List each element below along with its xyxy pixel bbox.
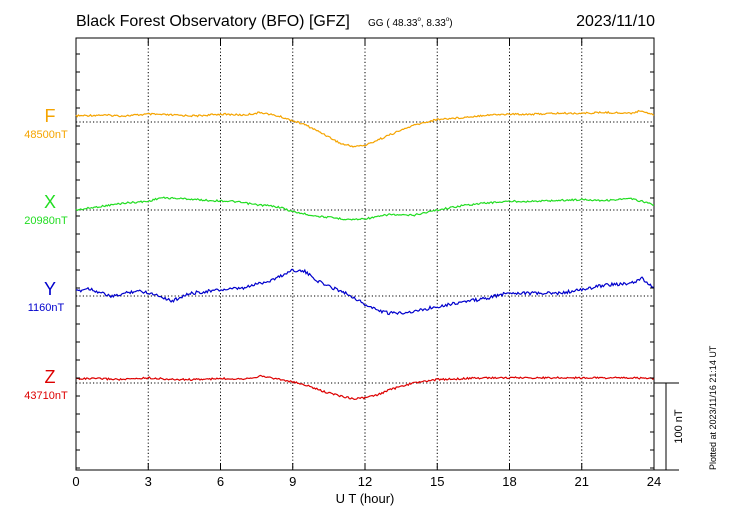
plotted-timestamp: Plotted at 2023/11/16 21:14 UT — [708, 345, 718, 470]
x-tick-label-24: 24 — [647, 474, 661, 489]
coords-separator: , 8.33 — [421, 18, 446, 29]
degree-mark-1: o — [417, 17, 421, 23]
series-line-x — [75, 196, 655, 221]
baseline-lines — [76, 121, 654, 384]
coords-prefix: GG ( 48.33 — [368, 18, 418, 29]
series-line-f — [75, 109, 655, 148]
component-letter-f: F — [45, 106, 56, 126]
chart-title: Black Forest Observatory (BFO) [GFZ] — [76, 13, 350, 30]
scale-bar-label: 100 nT — [673, 409, 685, 444]
x-tick-label-3: 3 — [145, 474, 152, 489]
x-tick-label-21: 21 — [575, 474, 589, 489]
x-tick-label-6: 6 — [217, 474, 224, 489]
component-letter-x: X — [44, 192, 56, 212]
chart-date: 2023/11/10 — [576, 13, 655, 30]
component-letter-z: Z — [45, 367, 56, 387]
x-tick-labels: 0 3 6 9 12 15 18 21 24 — [72, 474, 661, 489]
component-letter-y: Y — [44, 279, 56, 299]
x-tick-label-9: 9 — [289, 474, 296, 489]
component-baseline-x: 20980nT — [24, 215, 68, 227]
grid-lines — [147, 38, 583, 470]
x-tick-label-15: 15 — [430, 474, 444, 489]
x-axis-label: U T (hour) — [336, 491, 395, 506]
x-tick-label-18: 18 — [502, 474, 516, 489]
series-line-z — [75, 374, 655, 401]
component-baseline-z: 43710nT — [24, 390, 68, 402]
series-lines — [75, 109, 655, 401]
scale-bar: 100 nT — [654, 382, 685, 471]
series-line-y — [75, 268, 655, 316]
degree-mark-2: o — [446, 17, 450, 23]
x-tick-label-0: 0 — [72, 474, 79, 489]
coords-suffix: ) — [449, 18, 452, 29]
x-tick-label-12: 12 — [358, 474, 372, 489]
component-baseline-y: 1160nT — [28, 302, 65, 314]
component-labels: F 48500nT X 20980nT Y 1160nT Z 43710nT — [24, 106, 68, 402]
station-coordinates: GG ( 48.33o, 8.33o) — [368, 17, 453, 29]
x-ticks — [75, 38, 655, 470]
component-baseline-f: 48500nT — [24, 129, 68, 141]
